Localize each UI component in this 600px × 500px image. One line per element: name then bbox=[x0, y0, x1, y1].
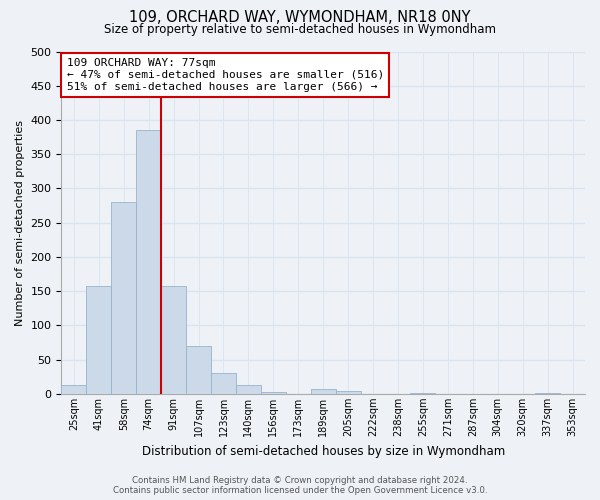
X-axis label: Distribution of semi-detached houses by size in Wymondham: Distribution of semi-detached houses by … bbox=[142, 444, 505, 458]
Bar bbox=[61, 385, 86, 394]
Y-axis label: Number of semi-detached properties: Number of semi-detached properties bbox=[15, 120, 25, 326]
Bar bbox=[335, 391, 361, 394]
Bar bbox=[211, 374, 236, 394]
Bar bbox=[111, 202, 136, 394]
Bar bbox=[410, 392, 436, 394]
Text: 109, ORCHARD WAY, WYMONDHAM, NR18 0NY: 109, ORCHARD WAY, WYMONDHAM, NR18 0NY bbox=[129, 10, 471, 25]
Text: Contains HM Land Registry data © Crown copyright and database right 2024.
Contai: Contains HM Land Registry data © Crown c… bbox=[113, 476, 487, 495]
Text: Size of property relative to semi-detached houses in Wymondham: Size of property relative to semi-detach… bbox=[104, 22, 496, 36]
Text: 109 ORCHARD WAY: 77sqm
← 47% of semi-detached houses are smaller (516)
51% of se: 109 ORCHARD WAY: 77sqm ← 47% of semi-det… bbox=[67, 58, 384, 92]
Bar bbox=[311, 389, 335, 394]
Bar bbox=[535, 392, 560, 394]
Bar bbox=[236, 385, 261, 394]
Bar bbox=[186, 346, 211, 394]
Bar bbox=[261, 392, 286, 394]
Bar bbox=[161, 286, 186, 394]
Bar bbox=[86, 286, 111, 394]
Bar bbox=[136, 130, 161, 394]
